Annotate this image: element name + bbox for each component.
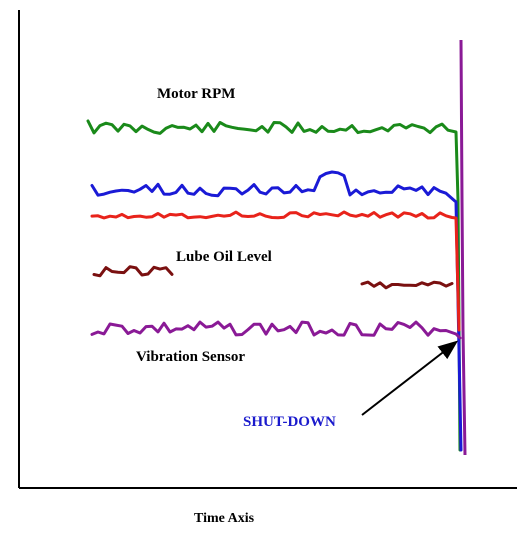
series-line-motor-rpm — [86, 119, 462, 452]
series-layer — [86, 119, 463, 452]
shutdown-arrow — [361, 340, 459, 416]
series-line-vibration-sensor — [90, 320, 462, 340]
series-label-lube-oil-level: Lube Oil Level — [176, 249, 272, 265]
event-layer — [459, 39, 467, 456]
axes — [18, 10, 517, 489]
series-line-lube-oil-level-end — [360, 280, 454, 290]
arrow-layer — [361, 340, 459, 416]
shutdown-event-line — [459, 39, 467, 456]
x-axis-label: Time Axis — [194, 511, 255, 526]
series-line-lube-oil-level-start — [92, 265, 174, 278]
series-label-motor-rpm: Motor RPM — [157, 86, 236, 102]
shutdown-annotation: SHUT-DOWN — [243, 414, 336, 430]
series-line-blue — [90, 170, 463, 452]
series-label-vibration-sensor: Vibration Sensor — [136, 349, 246, 365]
series-line-red — [90, 210, 461, 332]
